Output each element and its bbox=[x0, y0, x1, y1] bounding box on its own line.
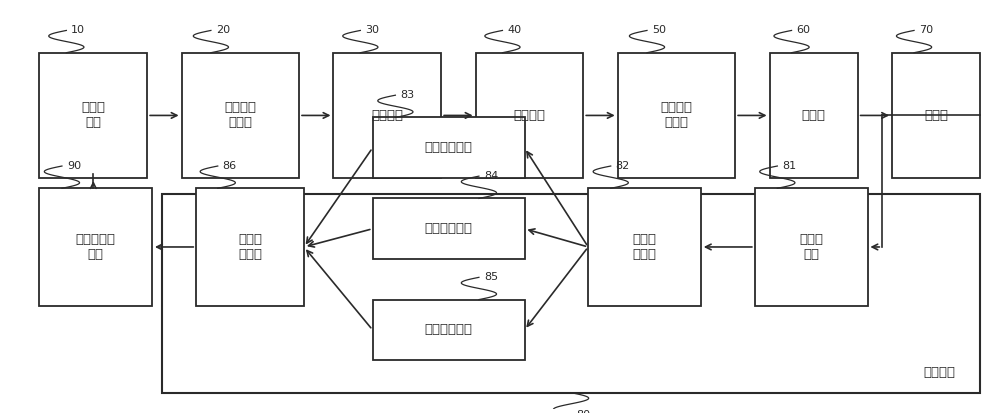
Text: 82: 82 bbox=[616, 161, 630, 171]
Text: 比例反馈电路: 比例反馈电路 bbox=[425, 141, 473, 154]
Text: 激光器驱动
电路: 激光器驱动 电路 bbox=[76, 233, 116, 261]
Text: 60: 60 bbox=[796, 26, 810, 36]
FancyBboxPatch shape bbox=[373, 299, 524, 360]
Text: 10: 10 bbox=[71, 26, 85, 36]
Text: 相移光栅: 相移光栅 bbox=[371, 109, 403, 122]
FancyBboxPatch shape bbox=[196, 188, 304, 306]
Text: 30: 30 bbox=[365, 26, 379, 36]
FancyBboxPatch shape bbox=[39, 53, 147, 178]
Text: 70: 70 bbox=[919, 26, 933, 36]
Text: 81: 81 bbox=[782, 161, 796, 171]
Text: 耦合器: 耦合器 bbox=[924, 109, 948, 122]
Text: 光电耦
合器: 光电耦 合器 bbox=[799, 233, 823, 261]
FancyBboxPatch shape bbox=[588, 188, 701, 306]
FancyBboxPatch shape bbox=[182, 53, 299, 178]
FancyBboxPatch shape bbox=[333, 53, 441, 178]
Text: 微分反馈电路: 微分反馈电路 bbox=[425, 323, 473, 337]
Text: 反馈输
出电路: 反馈输 出电路 bbox=[238, 233, 262, 261]
FancyBboxPatch shape bbox=[373, 117, 524, 178]
Text: 50: 50 bbox=[652, 26, 666, 36]
Text: 掺饵光纤: 掺饵光纤 bbox=[513, 109, 545, 122]
Text: 20: 20 bbox=[216, 26, 230, 36]
FancyBboxPatch shape bbox=[39, 188, 152, 306]
FancyBboxPatch shape bbox=[770, 53, 858, 178]
Text: 86: 86 bbox=[223, 161, 237, 171]
Text: 90: 90 bbox=[67, 161, 81, 171]
Text: 跨阻放
大电路: 跨阻放 大电路 bbox=[633, 233, 657, 261]
FancyBboxPatch shape bbox=[373, 198, 524, 259]
Text: 40: 40 bbox=[507, 26, 521, 36]
Text: 第二波分
复用器: 第二波分 复用器 bbox=[660, 102, 692, 129]
Text: 泵浦激
光源: 泵浦激 光源 bbox=[81, 102, 105, 129]
FancyBboxPatch shape bbox=[755, 188, 868, 306]
Text: 84: 84 bbox=[484, 171, 498, 181]
Text: 积分反馈电路: 积分反馈电路 bbox=[425, 222, 473, 235]
FancyBboxPatch shape bbox=[618, 53, 735, 178]
Text: 80: 80 bbox=[576, 410, 590, 413]
Text: 第一波分
复用器: 第一波分 复用器 bbox=[224, 102, 256, 129]
Text: 85: 85 bbox=[484, 272, 498, 282]
FancyBboxPatch shape bbox=[476, 53, 583, 178]
Text: 83: 83 bbox=[400, 90, 414, 100]
Text: 隔离器: 隔离器 bbox=[802, 109, 826, 122]
Text: 反馈模块: 反馈模块 bbox=[924, 366, 956, 378]
FancyBboxPatch shape bbox=[892, 53, 980, 178]
